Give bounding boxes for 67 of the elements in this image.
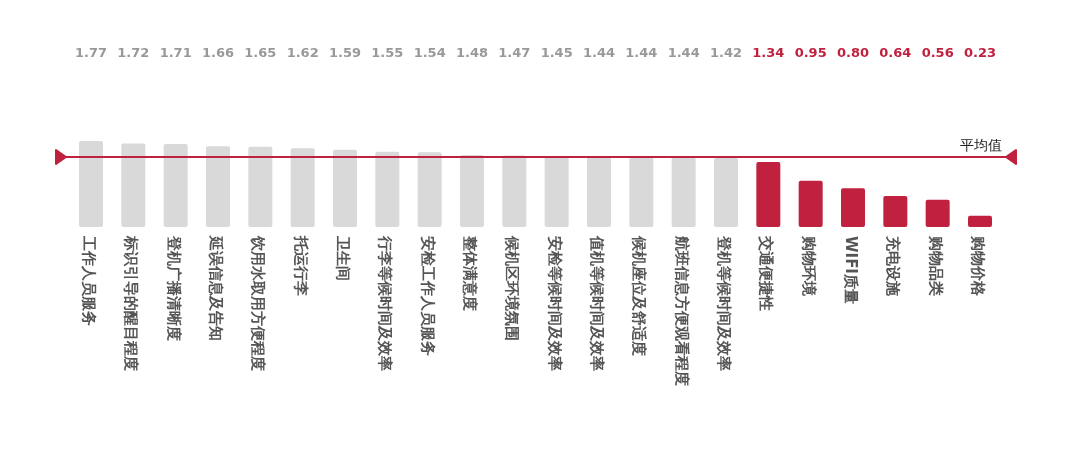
- x-tick-label: WIFI质量: [842, 236, 860, 304]
- x-tick-label: 安检等候时间及效率: [545, 236, 564, 371]
- data-label: 1.66: [201, 45, 235, 60]
- bar: [206, 146, 230, 227]
- data-label: 1.48: [455, 45, 489, 60]
- x-tick-label: 充电设施: [884, 235, 903, 297]
- x-tick-label: 登机广播清晰度: [164, 235, 183, 341]
- x-tick-label: 登机等候时间及效率: [715, 235, 733, 371]
- bar: [883, 195, 908, 227]
- bar: [714, 158, 738, 227]
- x-tick-label: 卫生间: [334, 235, 352, 281]
- x-tick-label: 行李等候时间及效率: [376, 235, 395, 371]
- data-label: 1.55: [371, 45, 404, 60]
- data-label: 1.59: [328, 45, 362, 60]
- x-tick-label: 托运行李: [291, 235, 310, 296]
- data-label: 0.23: [963, 45, 997, 60]
- data-label: 1.65: [244, 45, 277, 60]
- x-tick-label: 交通便捷性: [757, 235, 776, 311]
- data-label: 0.80: [836, 45, 870, 60]
- ref-line-label: 平均值: [960, 137, 1002, 154]
- bar: [121, 143, 146, 227]
- bar: [290, 148, 315, 227]
- data-label: 1.77: [74, 45, 108, 60]
- bar: [925, 199, 950, 227]
- data-label: 1.44: [667, 45, 700, 60]
- bar: [544, 156, 569, 227]
- x-tick-label: 购物品类: [926, 235, 945, 296]
- bar: [968, 215, 992, 227]
- x-tick-label: 饮用水取用方便程度: [249, 235, 268, 371]
- x-tick-label: 工作人员服务: [80, 235, 98, 326]
- bar: [248, 146, 273, 227]
- bar: [79, 141, 103, 227]
- x-tick-label: 候机区环境氛围: [503, 235, 522, 341]
- data-label: 1.34: [752, 45, 785, 60]
- bar: [502, 155, 527, 227]
- bar: [460, 155, 484, 227]
- bar: [798, 180, 823, 227]
- x-tick-label: 标识引导的醒目程度: [122, 235, 141, 371]
- bar: [671, 157, 696, 227]
- bar: [375, 151, 400, 227]
- bar: [163, 143, 188, 227]
- bar: [756, 161, 781, 227]
- x-tick-label: 延误信息及告知: [207, 235, 225, 341]
- data-label: 1.44: [582, 45, 616, 60]
- data-label: 1.45: [540, 45, 573, 60]
- x-tick-label: 整体满意度: [461, 235, 479, 311]
- x-tick-label: 值机等候时间及效率: [588, 235, 606, 371]
- data-label: 1.54: [413, 45, 446, 60]
- x-tick-label: 候机座位及舒适度: [630, 235, 649, 356]
- data-label: 1.44: [625, 45, 658, 60]
- data-label: 1.62: [286, 45, 319, 60]
- bar: [841, 188, 865, 227]
- data-label: 0.64: [879, 45, 912, 60]
- data-label: 1.47: [498, 45, 531, 60]
- x-tick-label: 购物环境: [799, 235, 818, 297]
- data-label: 1.72: [117, 45, 150, 60]
- x-tick-label: 安检工作人员服务: [418, 236, 437, 356]
- bar: [333, 149, 357, 227]
- data-label: 1.71: [159, 45, 192, 60]
- bar: [587, 157, 611, 227]
- data-label: 1.42: [709, 45, 743, 60]
- x-tick-label: 航班信息方便观看程度: [672, 235, 691, 386]
- bar: [417, 152, 442, 227]
- data-label: 0.95: [794, 45, 827, 60]
- bar: [629, 157, 654, 227]
- x-tick-label: 购物价格: [969, 235, 987, 297]
- data-label: 0.56: [921, 45, 954, 60]
